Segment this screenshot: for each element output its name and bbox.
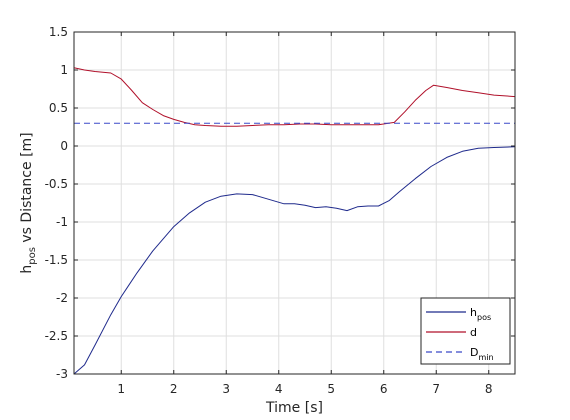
legend-label-hpos-main: h [470, 306, 477, 319]
x-axis-ticks: 1 2 3 4 5 6 7 8 [117, 32, 493, 396]
x-tick-label: 3 [222, 382, 230, 396]
y-axis-label: hpos vs Distance [m] [19, 132, 38, 273]
legend-label-d: d [470, 326, 477, 339]
y-axis-label-main: h [19, 265, 35, 274]
y-tick-label: 0.5 [49, 101, 68, 115]
y-tick-label: 1 [60, 63, 68, 77]
x-tick-label: 5 [327, 382, 335, 396]
x-axis-label: Time [s] [265, 400, 323, 416]
legend-label-dmin-subscript: min [478, 353, 493, 362]
legend-label-hpos: hpos [470, 306, 491, 322]
y-tick-label: 0 [60, 139, 68, 153]
legend-label-dmin: Dmin [470, 346, 494, 362]
x-tick-label: 7 [432, 382, 440, 396]
legend-box [420, 297, 511, 365]
y-tick-label: -2 [56, 291, 68, 305]
x-tick-label: 2 [170, 382, 178, 396]
y-tick-label: -0.5 [45, 177, 68, 191]
plot-frame [73, 31, 516, 375]
x-tick-label: 4 [275, 382, 283, 396]
x-tick-label: 6 [380, 382, 388, 396]
series-layer [73, 67, 516, 375]
y-axis-label-subscript: pos [27, 247, 38, 265]
legend-label-hpos-subscript: pos [477, 313, 491, 322]
legend-label-dmin-main: D [470, 346, 478, 359]
x-tick-label: 8 [485, 382, 493, 396]
y-axis-ticks: 1.5 1 0.5 0 -0.5 -1 -1.5 -2 -2.5 -3 [45, 25, 515, 381]
y-tick-label: -1 [56, 215, 68, 229]
y-tick-label: -2.5 [45, 329, 68, 343]
series-line-hpos [73, 146, 516, 375]
series-line-d [73, 67, 516, 127]
legend: hpos d Dmin [420, 297, 511, 365]
y-axis-label-rest: vs Distance [m] [19, 132, 35, 247]
y-tick-label: 1.5 [49, 25, 68, 39]
y-tick-label: -1.5 [45, 253, 68, 267]
y-tick-label: -3 [56, 367, 68, 381]
x-tick-label: 1 [117, 382, 125, 396]
